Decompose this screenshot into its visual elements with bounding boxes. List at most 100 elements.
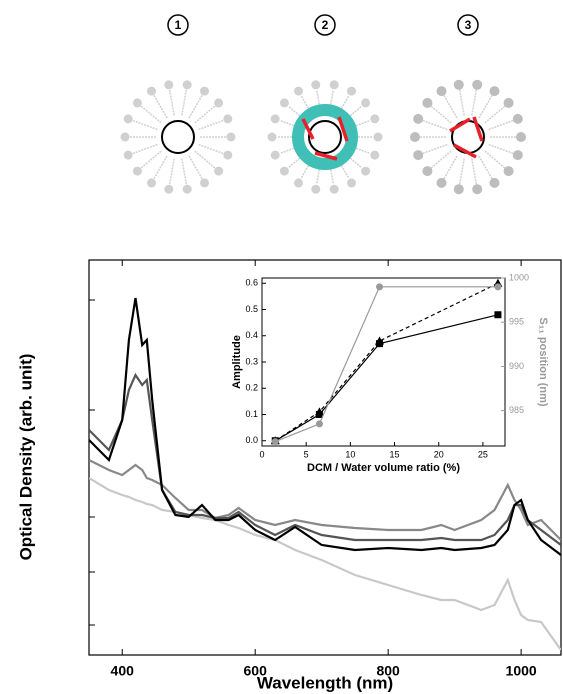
marker-square (494, 311, 502, 319)
inset-y2-tick-label: 995 (509, 317, 524, 327)
surfactant-tail (430, 150, 452, 169)
marker-circle (271, 438, 279, 446)
surfactant-head (147, 86, 156, 96)
inset-y-tick-label: 0.6 (245, 278, 258, 288)
number-badge (167, 14, 189, 36)
inset-y2-tick-label: 1000 (509, 272, 529, 282)
inset-y-tick-label: 0.5 (245, 304, 258, 314)
marker-triangle (314, 407, 324, 416)
surfactant-tail (484, 150, 506, 169)
surfactant-head (214, 98, 224, 108)
surfactant-head (294, 86, 303, 96)
surfactant-head (226, 132, 236, 142)
surfactant-tail (340, 165, 350, 179)
inset-y2-axis-label: S₁₁ position (nm) (537, 317, 549, 406)
surfactant-tail (355, 147, 371, 155)
surfactant-head (503, 166, 514, 177)
number-label: 3 (465, 18, 472, 32)
surfactant-head (123, 114, 133, 124)
surfactant-tail (478, 155, 493, 179)
surfactant-tail (153, 95, 168, 119)
surfactant-tail (140, 150, 162, 169)
surfactant-head (200, 86, 209, 96)
surfactant-tail (329, 169, 335, 185)
surfactant-tail (430, 105, 452, 124)
inset-y-tick-label: 0.0 (245, 435, 258, 445)
marker-circle (376, 283, 384, 291)
surfactant-head (453, 79, 464, 90)
surfactant-tail (355, 119, 371, 127)
inset-x-tick-label: 10 (345, 449, 355, 459)
surfactant-tail (300, 165, 310, 179)
series-line (274, 282, 499, 442)
surfactant-head (472, 184, 483, 195)
inset-x-tick-label: 0 (259, 449, 264, 459)
molecule (472, 116, 484, 142)
surfactant-head (132, 166, 142, 176)
surfactant-tail (484, 105, 506, 124)
surfactant-head (182, 184, 192, 194)
surfactant-tail (168, 158, 175, 185)
inset-x-axis-label: DCM / Water volume ratio (%) (307, 462, 460, 474)
marker-triangle (375, 336, 385, 345)
surfactant-tail (198, 119, 224, 131)
surfactant-head (453, 184, 464, 195)
series-line (89, 477, 561, 651)
plot-frame (88, 259, 562, 656)
surfactant-tail (488, 119, 514, 131)
molecule (449, 117, 471, 133)
surfactant-tail (198, 143, 224, 155)
surfactant-head (410, 132, 420, 142)
surfactant-head (164, 80, 174, 90)
molecule (314, 151, 338, 161)
surfactant-head (214, 166, 224, 176)
surfactant-head (200, 178, 209, 188)
surfactant-tail (458, 158, 465, 185)
surfactant-head (329, 184, 339, 194)
x-axis-label: Wavelength (nm) (257, 673, 393, 692)
surfactant-tail (471, 158, 478, 185)
surfactant-tail (422, 143, 448, 155)
surfactant-head (472, 79, 483, 90)
surfactant-tail (443, 95, 458, 119)
inset-x-tick-label: 20 (434, 449, 444, 459)
surfactant-tail (181, 158, 188, 185)
surfactant-head (370, 114, 380, 124)
surfactant-tail (132, 119, 158, 131)
surfactant-head (413, 150, 424, 161)
surfactant-head (270, 114, 280, 124)
surfactant-tail (488, 143, 514, 155)
surfactant-tail (140, 105, 162, 124)
surfactant-head (436, 86, 447, 97)
surfactant-tail (471, 89, 478, 116)
number-badge (457, 14, 479, 36)
surfactant-head (123, 150, 133, 160)
surfactant-head (329, 80, 339, 90)
surfactant-head (294, 178, 303, 188)
surfactant-head (361, 166, 371, 176)
surfactant-tail (287, 105, 301, 117)
surfactant-tail (329, 89, 335, 105)
surfactant-head (413, 113, 424, 124)
surfactant-head (147, 178, 156, 188)
surfactant-head (347, 178, 356, 188)
surfactant-head (267, 132, 277, 142)
inset-x-tick-label: 5 (304, 449, 309, 459)
surfactant-tail (194, 105, 216, 124)
number-label: 1 (175, 18, 182, 32)
inset-y-tick-label: 0.3 (245, 356, 258, 366)
number-label: 2 (322, 18, 329, 32)
surfactant-tail (279, 147, 295, 155)
molecule (301, 118, 315, 140)
surfactant-tail (458, 89, 465, 116)
series-line (89, 297, 561, 556)
inset-background (261, 277, 506, 447)
surfactant-tail (300, 95, 310, 109)
inset-y2-tick-label: 985 (509, 405, 524, 415)
solvent-shell (292, 104, 358, 170)
surfactant-head (223, 150, 233, 160)
number-badge (314, 14, 336, 36)
surfactant-head (422, 166, 433, 177)
surfactant-head (512, 150, 523, 161)
